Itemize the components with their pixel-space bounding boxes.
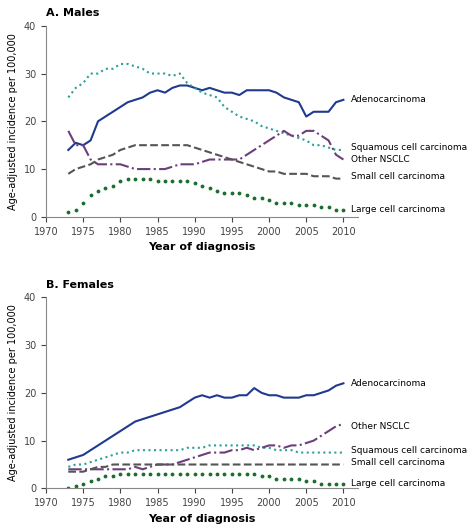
Text: A. Males: A. Males: [46, 8, 100, 18]
Text: Squamous cell carcinoma: Squamous cell carcinoma: [351, 446, 467, 455]
X-axis label: Year of diagnosis: Year of diagnosis: [148, 514, 256, 523]
Text: Small cell carcinoma: Small cell carcinoma: [351, 172, 445, 181]
Text: Adenocarcinoma: Adenocarcinoma: [351, 379, 427, 388]
Text: B. Females: B. Females: [46, 280, 114, 290]
Y-axis label: Age-adjusted incidence per 100,000: Age-adjusted incidence per 100,000: [9, 304, 18, 481]
Text: Other NSCLC: Other NSCLC: [351, 422, 410, 431]
Text: Small cell carcinoma: Small cell carcinoma: [351, 458, 445, 467]
X-axis label: Year of diagnosis: Year of diagnosis: [148, 242, 256, 252]
Text: Other NSCLC: Other NSCLC: [351, 155, 410, 164]
Text: Large cell carcinoma: Large cell carcinoma: [351, 205, 445, 214]
Text: Large cell carcinoma: Large cell carcinoma: [351, 479, 445, 488]
Text: Adenocarcinoma: Adenocarcinoma: [351, 95, 427, 104]
Text: Squamous cell carcinoma: Squamous cell carcinoma: [351, 143, 467, 152]
Y-axis label: Age-adjusted incidence per 100,000: Age-adjusted incidence per 100,000: [9, 33, 18, 210]
